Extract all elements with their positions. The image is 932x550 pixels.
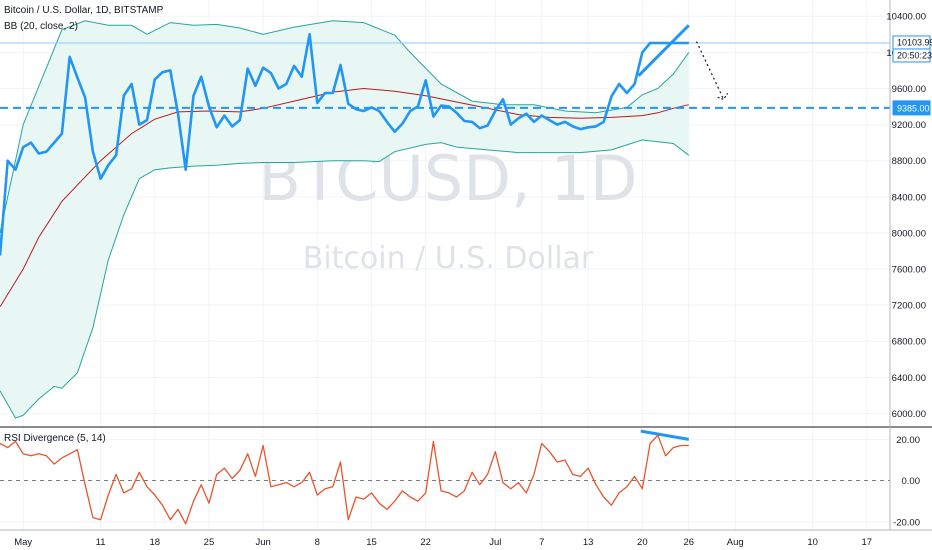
bb-upper-line: [0, 20, 690, 234]
price-tick-label: 9200.00: [892, 120, 926, 131]
time-tick-label: May: [14, 537, 32, 548]
price-tick-label: 10400.00: [886, 12, 926, 23]
last-price-tag-text: 10103.99: [897, 37, 932, 47]
countdown-tag-text: 20:50:23: [897, 50, 932, 60]
projection-arrow: [695, 41, 725, 100]
rsi-line: [0, 434, 689, 525]
time-axis[interactable]: May 11 18 25 Jun 8 15 22 Jul 7 13 20 26 Aug 10 17: [14, 537, 872, 548]
price-line: [0, 32, 689, 256]
time-tick-label: Aug: [727, 537, 744, 548]
trendline: [637, 24, 690, 77]
rsi-tick-label: 0.00: [902, 476, 921, 487]
rsi-tick-label: -20.00: [893, 517, 920, 528]
rsi-divergence-trendline: [640, 429, 690, 441]
price-tick-label: 7200.00: [892, 301, 926, 312]
time-tick-label: 25: [204, 537, 215, 548]
price-tick-label: 6400.00: [892, 373, 926, 384]
time-tick-label: 13: [583, 537, 594, 548]
time-tick-label: 7: [539, 537, 544, 548]
time-tick-label: 20: [637, 537, 648, 548]
price-tick-label: 6800.00: [892, 337, 926, 348]
rsi-legend[interactable]: RSI Divergence (5, 14): [4, 433, 106, 444]
time-tick-label: 18: [149, 537, 160, 548]
time-tick-label: 10: [807, 537, 818, 548]
symbol-legend[interactable]: Bitcoin / U.S. Dollar, 1D, BITSTAMP: [4, 5, 164, 16]
price-tick-label: 8000.00: [892, 228, 926, 239]
price-tick-label: 7600.00: [892, 265, 926, 276]
price-tick-label: 6000.00: [892, 409, 926, 420]
countdown-tag: [892, 48, 931, 63]
time-tick-label: 8: [315, 537, 320, 548]
price-tick-label: 9600.00: [892, 84, 926, 95]
price-tags: 10103.99 20:50:23 9385.00: [892, 35, 932, 116]
time-tick-label: 26: [683, 537, 694, 548]
bb-legend[interactable]: BB (20, close, 2): [4, 21, 78, 32]
price-tick-label: 8400.00: [892, 192, 926, 203]
time-tick-label: 17: [861, 537, 872, 548]
level-price-tag-text: 9385.00: [897, 103, 930, 113]
price-tick-label: 8800.00: [892, 156, 926, 167]
time-tick-label: Jul: [489, 537, 501, 548]
price-axis[interactable]: 6000.00 6400.00 6800.00 7200.00 7600.00 8000.…: [886, 12, 926, 420]
rsi-axis[interactable]: -20.00 0.00 20.00: [893, 435, 920, 528]
rsi-series: [0, 434, 689, 525]
rsi-tick-label: 20.00: [896, 435, 920, 446]
bb-lower-line: [0, 139, 690, 419]
time-tick-label: 22: [420, 537, 431, 548]
price-series: [0, 32, 689, 256]
drawings: [637, 24, 729, 441]
time-tick-label: Jun: [255, 537, 270, 548]
time-tick-label: 11: [96, 537, 106, 548]
time-tick-label: 15: [366, 537, 377, 548]
watermark-name: Bitcoin / U.S. Dollar: [303, 241, 594, 276]
level-price-tag: [892, 100, 931, 116]
